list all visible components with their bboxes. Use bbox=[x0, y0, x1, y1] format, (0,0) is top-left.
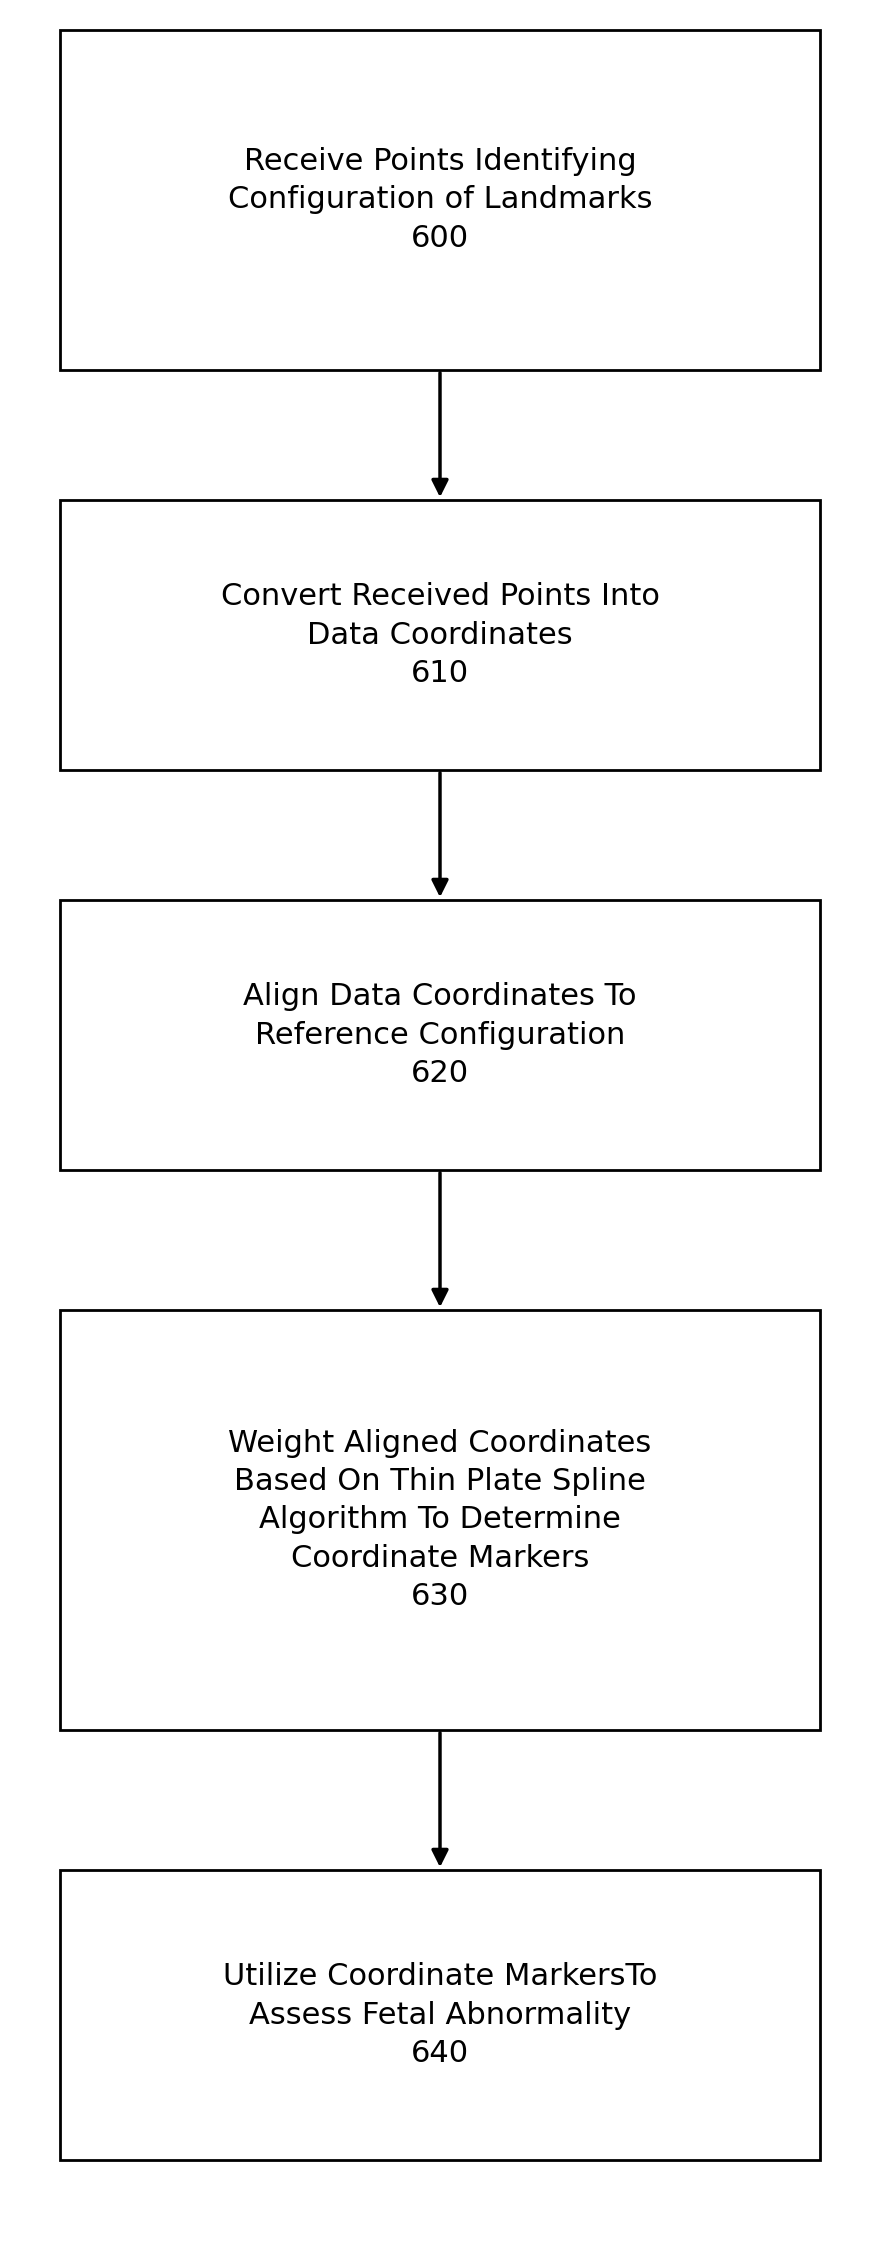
Bar bbox=[60, 500, 820, 769]
Text: Weight Aligned Coordinates
Based On Thin Plate Spline
Algorithm To Determine
Coo: Weight Aligned Coordinates Based On Thin… bbox=[229, 1430, 651, 1611]
Bar bbox=[60, 1871, 820, 2160]
Bar bbox=[60, 1310, 820, 1730]
Text: Utilize Coordinate MarkersTo
Assess Fetal Abnormality
640: Utilize Coordinate MarkersTo Assess Feta… bbox=[223, 1963, 657, 2067]
Text: Receive Points Identifying
Configuration of Landmarks
600: Receive Points Identifying Configuration… bbox=[228, 147, 652, 253]
Bar bbox=[60, 29, 820, 371]
Text: Align Data Coordinates To
Reference Configuration
620: Align Data Coordinates To Reference Conf… bbox=[243, 982, 637, 1088]
Bar bbox=[60, 900, 820, 1169]
Text: Convert Received Points Into
Data Coordinates
610: Convert Received Points Into Data Coordi… bbox=[221, 581, 659, 688]
